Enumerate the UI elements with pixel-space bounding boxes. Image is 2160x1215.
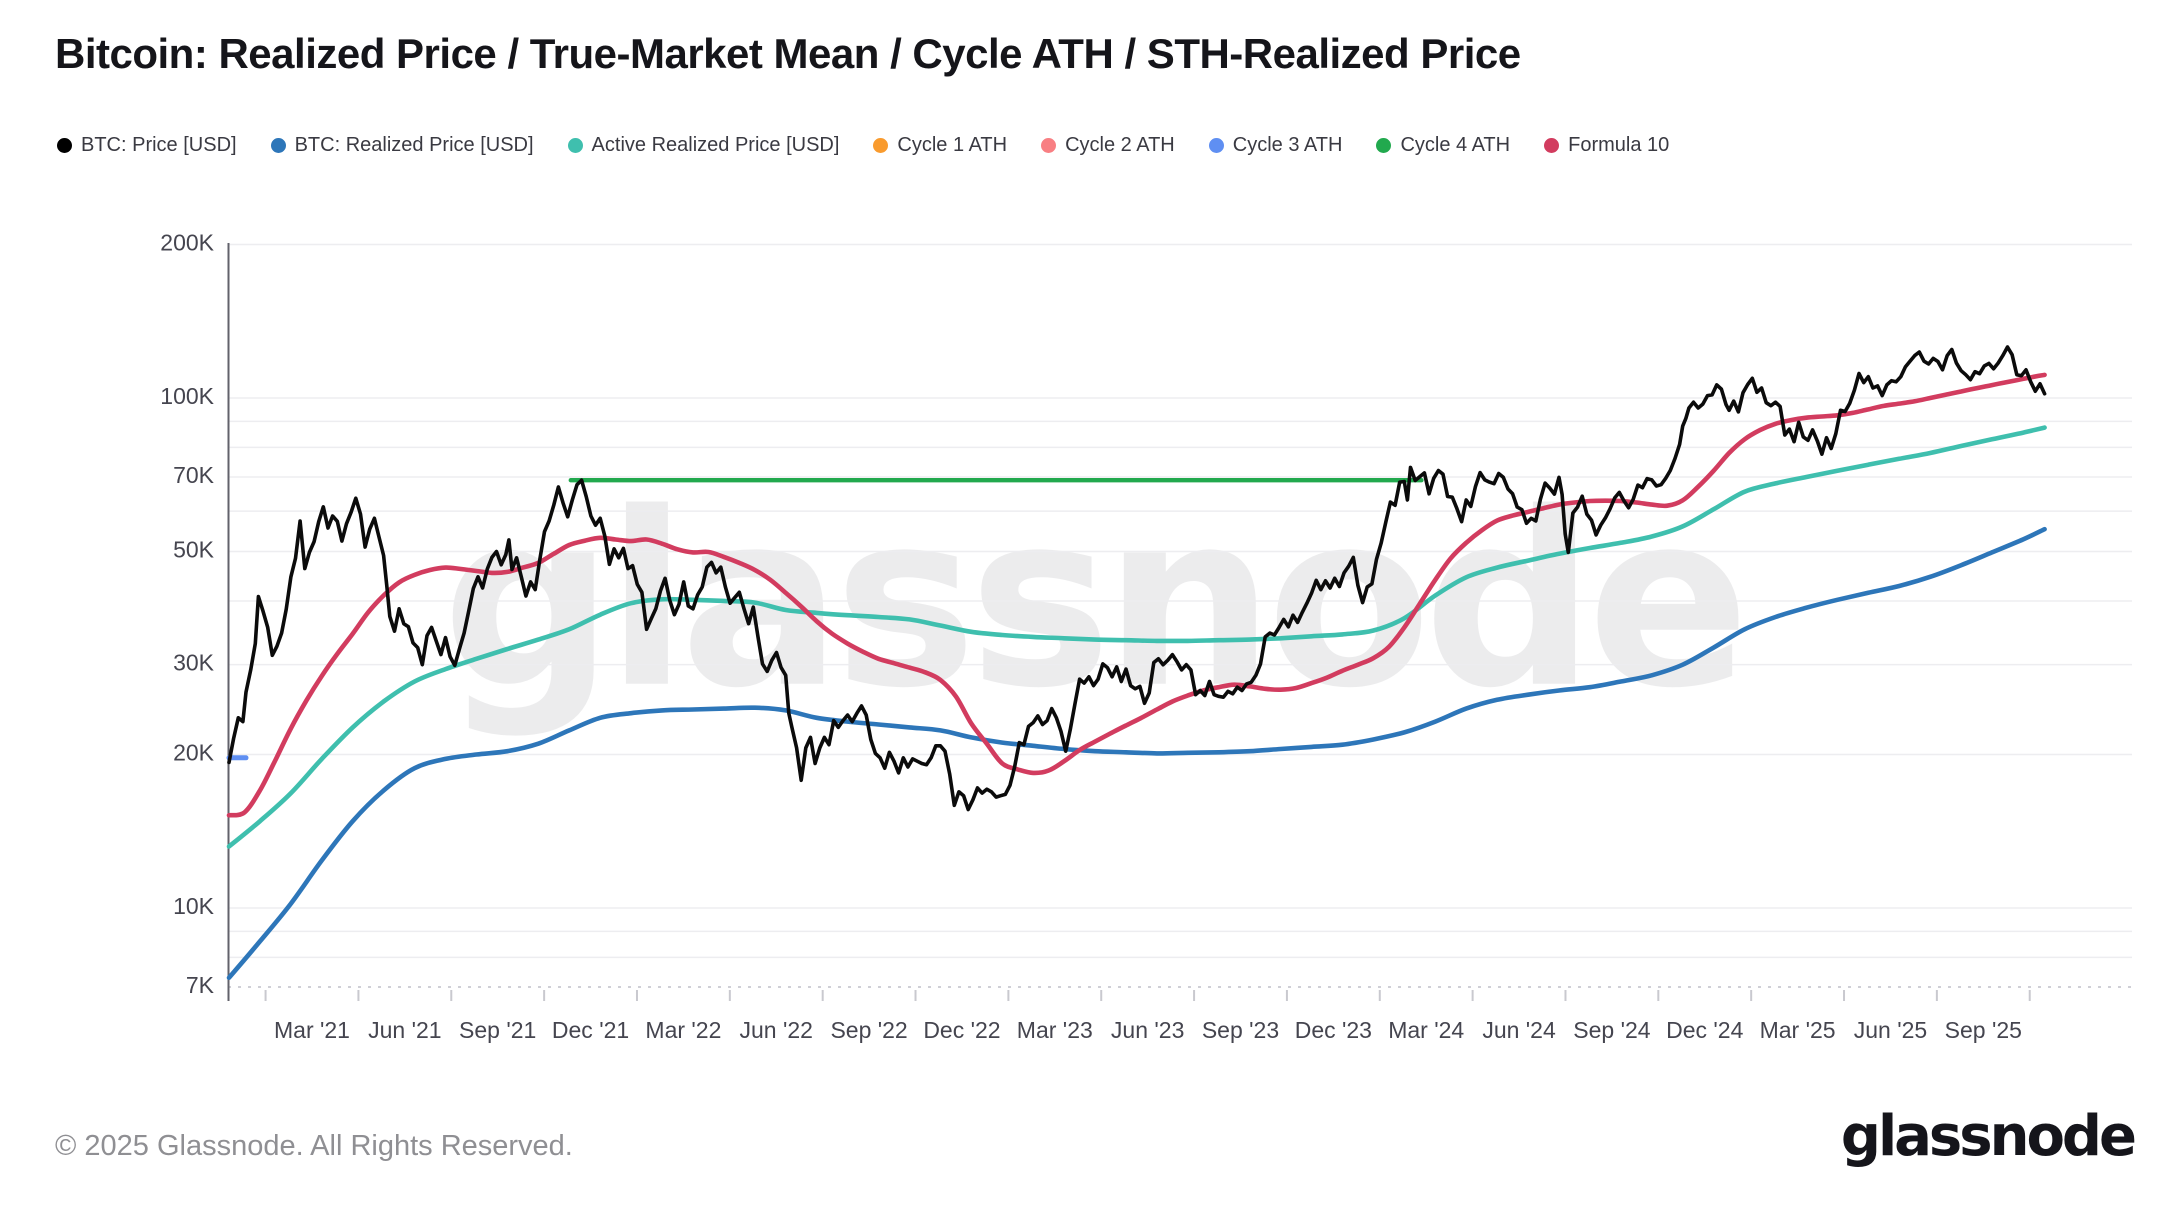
legend-item-active-realized-price-usd[interactable]: Active Realized Price [USD]	[567, 134, 840, 157]
legend-dot-icon	[1376, 138, 1392, 153]
x-axis-label-jun-22: Jun '22	[740, 1017, 813, 1043]
legend-label: Cycle 2 ATH	[1065, 134, 1175, 156]
legend-item-cycle-1-ath[interactable]: Cycle 1 ATH	[873, 134, 1007, 157]
x-axis-label-jun-25: Jun '25	[1854, 1017, 1927, 1043]
x-axis-label-mar-23: Mar '23	[1017, 1017, 1093, 1043]
y-axis-label-10K: 10K	[173, 893, 215, 919]
y-axis-label-100K: 100K	[160, 383, 214, 409]
legend-label: Cycle 1 ATH	[897, 134, 1008, 156]
y-axis-label-50K: 50K	[173, 537, 215, 563]
x-axis-label-sep-23: Sep '23	[1202, 1017, 1279, 1043]
x-axis-label-mar-24: Mar '24	[1388, 1017, 1464, 1043]
y-axis-label-20K: 20K	[173, 740, 215, 766]
page-title: Bitcoin: Realized Price / True-Market Me…	[55, 30, 1521, 77]
x-axis-label-sep-21: Sep '21	[459, 1017, 536, 1043]
x-axis-label-mar-22: Mar '22	[645, 1017, 721, 1043]
x-axis-label-dec-22: Dec '22	[923, 1017, 1000, 1043]
legend-dot-icon	[57, 138, 72, 153]
legend-item-btc-realized-price-usd[interactable]: BTC: Realized Price [USD]	[270, 134, 534, 157]
legend-item-cycle-3-ath[interactable]: Cycle 3 ATH	[1208, 134, 1343, 157]
x-axis-label-sep-24: Sep '24	[1573, 1017, 1650, 1043]
legend-dot-icon	[1544, 138, 1560, 153]
legend-label: Cycle 4 ATH	[1400, 134, 1511, 156]
x-axis-label-jun-24: Jun '24	[1482, 1017, 1556, 1043]
copyright-text: © 2025 Glassnode. All Rights Reserved.	[55, 1130, 573, 1162]
legend-item-btc-price-usd[interactable]: BTC: Price [USD]	[57, 134, 237, 157]
legend-dot-icon	[270, 138, 286, 153]
x-axis-label-sep-22: Sep '22	[830, 1017, 907, 1043]
x-axis-label-jun-23: Jun '23	[1111, 1017, 1184, 1043]
x-axis-label-jun-21: Jun '21	[368, 1017, 441, 1043]
legend-item-formula-10[interactable]: Formula 10	[1544, 134, 1669, 157]
legend-label: Cycle 3 ATH	[1232, 134, 1343, 156]
legend-label: Active Realized Price [USD]	[591, 134, 840, 156]
y-axis-label-30K: 30K	[173, 650, 215, 676]
legend-dot-icon	[1208, 138, 1224, 153]
x-axis-label-dec-23: Dec '23	[1295, 1017, 1372, 1043]
legend-item-cycle-2-ath[interactable]: Cycle 2 ATH	[1041, 134, 1175, 157]
glassnode-logo[interactable]: glassnode	[1840, 1104, 2137, 1169]
legend-item-cycle-4-ath[interactable]: Cycle 4 ATH	[1376, 134, 1510, 157]
legend-dot-icon	[873, 138, 889, 153]
x-axis-label-dec-24: Dec '24	[1666, 1017, 1743, 1043]
y-axis-label-7K: 7K	[186, 972, 215, 998]
x-axis-label-sep-25: Sep '25	[1945, 1017, 2022, 1043]
legend-label: BTC: Price [USD]	[81, 134, 237, 156]
legend-dot-icon	[567, 138, 583, 153]
plot-area[interactable]	[228, 243, 2132, 1001]
legend-dot-icon	[1041, 138, 1057, 153]
y-axis-label-70K: 70K	[173, 462, 215, 488]
legend-label: BTC: Realized Price [USD]	[294, 134, 534, 156]
x-axis-label-dec-21: Dec '21	[552, 1017, 629, 1043]
x-axis-label-mar-21: Mar '21	[274, 1017, 350, 1043]
x-axis-label-mar-25: Mar '25	[1760, 1017, 1836, 1043]
chart-legend: BTC: Price [USD] BTC: Realized Price [USD…	[57, 134, 1703, 157]
legend-label: Formula 10	[1568, 134, 1670, 156]
y-axis-label-200K: 200K	[160, 230, 214, 256]
